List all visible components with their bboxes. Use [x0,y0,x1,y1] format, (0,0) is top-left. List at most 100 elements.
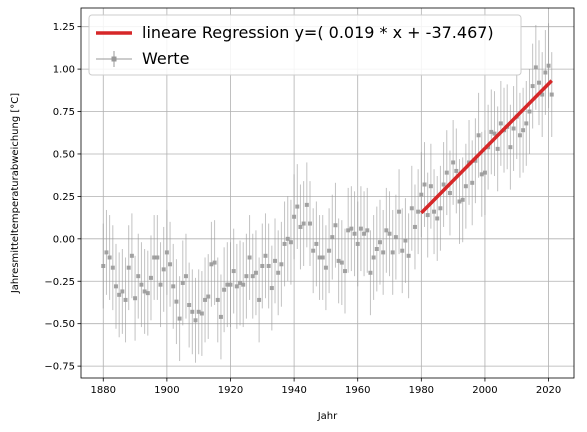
data-point [349,226,354,231]
y-axis-ticks: −0.75 −0.50 −0.25 0.00 0.25 0.50 0.75 1.00 1.25 [44,22,81,373]
x-tick-label: 1880 [91,385,116,396]
data-point [403,238,408,243]
data-point [222,287,227,292]
data-point [377,240,382,245]
x-tick-label: 1960 [345,385,370,396]
data-point [495,146,500,151]
y-tick-label: 0.75 [53,107,75,118]
data-point [199,311,204,316]
y-tick-label: −0.75 [44,362,75,373]
data-point [454,168,459,173]
data-point [120,289,125,294]
data-point [161,267,166,272]
data-point [540,92,545,97]
data-point [381,250,386,255]
data-point [489,129,494,134]
data-point [435,216,440,221]
data-point [126,265,131,270]
legend: lineare Regression y=( 0.019 * x + -37.4… [88,14,522,76]
data-point [422,182,427,187]
data-point [451,160,456,165]
data-point [231,269,236,274]
x-tick-label: 1900 [154,385,179,396]
data-point [314,241,319,246]
data-point [187,303,192,308]
data-point [266,263,271,268]
data-point [511,126,516,131]
x-tick-label: 1980 [409,385,434,396]
data-point [142,289,147,294]
data-point [425,213,430,218]
data-point [549,92,554,97]
data-point [479,172,484,177]
data-point [180,280,185,285]
y-tick-label: 1.25 [53,22,75,33]
data-point [257,297,262,302]
data-point [171,284,176,289]
plot-frame [80,7,575,379]
data-point [470,180,475,185]
data-point [218,314,223,319]
data-point [209,262,214,267]
data-point [263,253,268,258]
data-point [517,133,522,138]
data-point [129,253,134,258]
data-point [473,158,478,163]
legend-box [88,14,522,76]
data-point [113,284,118,289]
data-point [543,70,548,75]
data-point [460,197,465,202]
data-point [225,282,230,287]
legend-data-label: Werte [142,49,189,68]
x-tick-label: 2020 [536,385,561,396]
data-point [260,263,265,268]
data-point [346,228,351,233]
data-point [371,255,376,260]
data-point [327,248,332,253]
data-point [298,224,303,229]
data-point [107,255,112,260]
data-point [139,282,144,287]
data-point [292,214,297,219]
data-point [168,262,173,267]
data-point [533,65,538,70]
data-point [206,294,211,299]
data-point [492,131,497,136]
data-point [244,274,249,279]
y-tick-label: 0.25 [53,192,75,203]
data-point [524,121,529,126]
data-point [400,248,405,253]
data-point [104,250,109,255]
data-point [320,255,325,260]
data-point [358,226,363,231]
data-point [301,221,306,226]
data-point [317,255,322,260]
data-point [416,209,421,214]
data-point [174,299,179,304]
data-point [117,292,122,297]
regression-line [420,79,553,215]
data-point [368,270,373,275]
data-point [215,297,220,302]
y-axis-label: Jahresmitteltemperaturabweichung [°C] [10,93,21,294]
data-point [110,265,115,270]
data-point [177,316,182,321]
y-tick-label: −0.25 [44,277,75,288]
legend-regression-label: lineare Regression y=( 0.019 * x + -37.4… [142,23,494,42]
data-point [247,255,252,260]
data-point [508,145,513,150]
data-point [444,170,449,175]
y-tick-label: 0.50 [53,149,75,160]
data-point [304,202,309,207]
data-point [269,286,274,291]
data-point [148,275,153,280]
data-point [234,284,239,289]
data-point [276,270,281,275]
x-tick-label: 1940 [281,385,306,396]
data-point [101,263,106,268]
data-point [155,255,160,260]
data-point [288,240,293,245]
data-point [457,199,462,204]
data-point [476,133,481,138]
